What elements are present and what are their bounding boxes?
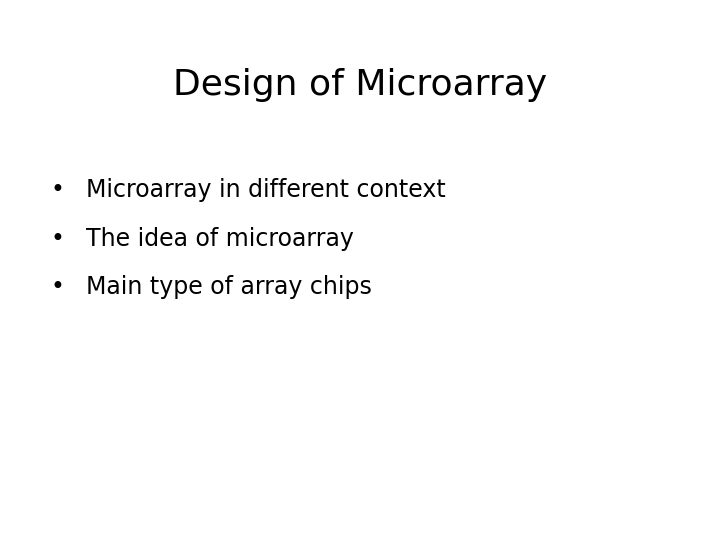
- Text: Design of Microarray: Design of Microarray: [173, 68, 547, 102]
- Text: The idea of microarray: The idea of microarray: [86, 227, 354, 251]
- Text: •: •: [50, 275, 65, 299]
- Text: •: •: [50, 227, 65, 251]
- Text: Main type of array chips: Main type of array chips: [86, 275, 372, 299]
- Text: Microarray in different context: Microarray in different context: [86, 178, 446, 202]
- Text: •: •: [50, 178, 65, 202]
